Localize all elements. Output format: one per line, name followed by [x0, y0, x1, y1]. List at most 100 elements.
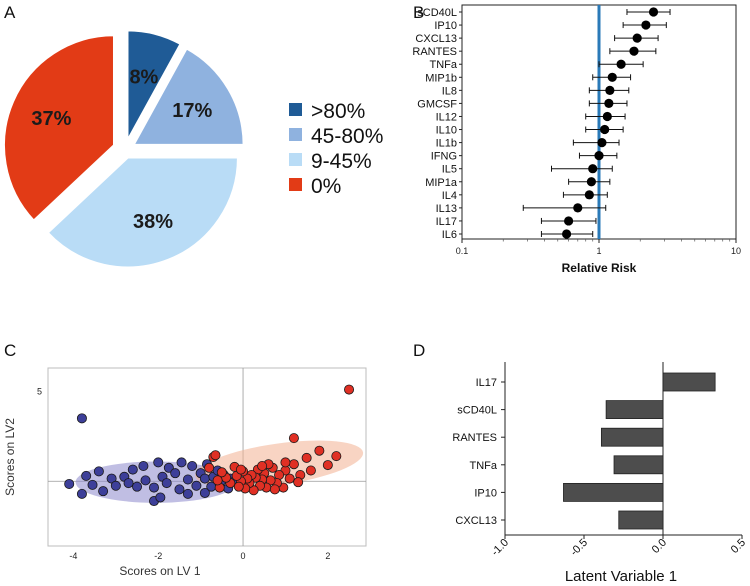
- pie-slice-label: 17%: [172, 100, 212, 122]
- red-point: [204, 462, 215, 473]
- legend-swatch: [289, 128, 302, 141]
- x-axis-title: Relative Risk: [562, 261, 637, 275]
- blue-point: [176, 457, 187, 468]
- pie-slice: [46, 156, 239, 269]
- y-tick-label: IL1b: [436, 138, 457, 150]
- pie-legend: >80%45-80%9-45%0%: [289, 100, 383, 198]
- blue-point: [163, 462, 174, 473]
- panel-d-letter: D: [413, 341, 425, 360]
- x-axis-title: Latent Variable 1: [565, 568, 677, 585]
- legend-label: 9-45%: [311, 150, 372, 173]
- y-tick-label: CXCL13: [455, 515, 497, 527]
- red-point: [233, 481, 244, 492]
- bar: [563, 482, 664, 502]
- red-point: [293, 477, 304, 488]
- point-estimate: [564, 216, 574, 226]
- legend-label: >80%: [311, 100, 365, 123]
- blue-point: [138, 460, 149, 471]
- y-tick-label: GMCSF: [417, 98, 457, 110]
- blue-point: [161, 478, 172, 489]
- y-tick-label: TNFa: [470, 460, 498, 472]
- blue-point: [76, 488, 87, 499]
- point-estimate: [597, 137, 607, 148]
- blue-point: [132, 481, 143, 492]
- x-tick-label: 10: [731, 246, 741, 256]
- point-estimate: [632, 33, 642, 43]
- red-point: [284, 473, 295, 484]
- point-estimate: [586, 177, 596, 187]
- blue-point: [76, 413, 87, 424]
- red-point: [314, 445, 325, 456]
- point-estimate: [629, 46, 639, 56]
- x-tick-label: -0.5: [568, 537, 590, 559]
- blue-point: [155, 492, 166, 503]
- point-estimate: [605, 85, 615, 95]
- y-tick-label: IL10: [436, 125, 457, 137]
- x-tick-label: 0.1: [456, 246, 469, 256]
- point-estimate: [604, 98, 614, 109]
- red-point: [212, 475, 223, 486]
- legend-swatch: [289, 153, 302, 166]
- red-point: [210, 450, 221, 461]
- point-estimate: [641, 20, 651, 30]
- x-tick-label: 1: [596, 246, 601, 256]
- scatter-frame: [47, 367, 367, 547]
- bar: [662, 372, 716, 392]
- y-tick-label: TNFa: [430, 59, 458, 71]
- red-point: [322, 460, 333, 471]
- y-tick-label: RANTES: [412, 46, 457, 58]
- legend-label: 45-80%: [311, 125, 383, 148]
- blue-point: [187, 460, 198, 471]
- blue-point: [98, 486, 109, 497]
- bar: [613, 455, 664, 475]
- x-tick-label: 2: [325, 551, 330, 561]
- blue-point: [174, 484, 185, 495]
- red-point: [280, 457, 291, 468]
- y-tick-label: MIP1a: [425, 177, 458, 189]
- pie-slice: [131, 47, 245, 146]
- blue-point: [170, 468, 181, 479]
- blue-point: [191, 480, 202, 491]
- point-estimate: [573, 203, 583, 213]
- red-point: [288, 459, 299, 470]
- forest-plot: 0.1 1 10 sCD40LIP10CXCL13RANTESTNFaMIP1bIL8…: [412, 4, 741, 275]
- pie-slice-label: 38%: [133, 211, 173, 233]
- y-tick-label: IL12: [436, 111, 457, 123]
- point-estimate: [588, 164, 598, 174]
- y-tick-label: IL8: [442, 85, 457, 97]
- y-tick-label: IL5: [442, 164, 457, 176]
- blue-point: [199, 473, 210, 484]
- point-estimate: [616, 59, 626, 69]
- x-tick-label: 0.5: [729, 537, 748, 556]
- bar-chart: IL17 sCD40L RANTES TNFa IP10 CXCL13 -1.0 -0.5 0.…: [452, 362, 748, 585]
- legend-swatch: [289, 103, 302, 116]
- y-tick-label: sCD40L: [417, 7, 457, 19]
- bar: [618, 510, 664, 530]
- blue-point: [182, 474, 193, 485]
- red-point: [305, 465, 316, 476]
- blue-point: [153, 457, 164, 468]
- red-point: [288, 433, 299, 444]
- blue-point: [123, 478, 134, 489]
- x-tick-label: -4: [69, 551, 77, 561]
- y-tick-label: MIP1b: [425, 72, 457, 84]
- y-tick-label: IP10: [434, 20, 457, 32]
- y-tick-label: 5: [37, 386, 42, 396]
- pie-slice-label: 8%: [129, 66, 158, 88]
- y-tick-label: IL17: [436, 216, 457, 228]
- panel-a-letter: A: [4, 3, 16, 22]
- pie-slice-label: 37%: [31, 108, 71, 130]
- red-point: [216, 467, 227, 478]
- pie-slice: [3, 34, 115, 222]
- blue-point: [81, 470, 92, 481]
- point-estimate: [594, 151, 604, 161]
- y-tick-label: CXCL13: [415, 33, 457, 45]
- point-estimate: [584, 190, 594, 200]
- blue-point: [64, 478, 75, 489]
- bar: [600, 427, 664, 447]
- blue-point: [148, 482, 159, 493]
- y-tick-label: IL17: [476, 377, 497, 389]
- panel-b-letter: B: [413, 3, 424, 22]
- blue-point: [93, 466, 104, 477]
